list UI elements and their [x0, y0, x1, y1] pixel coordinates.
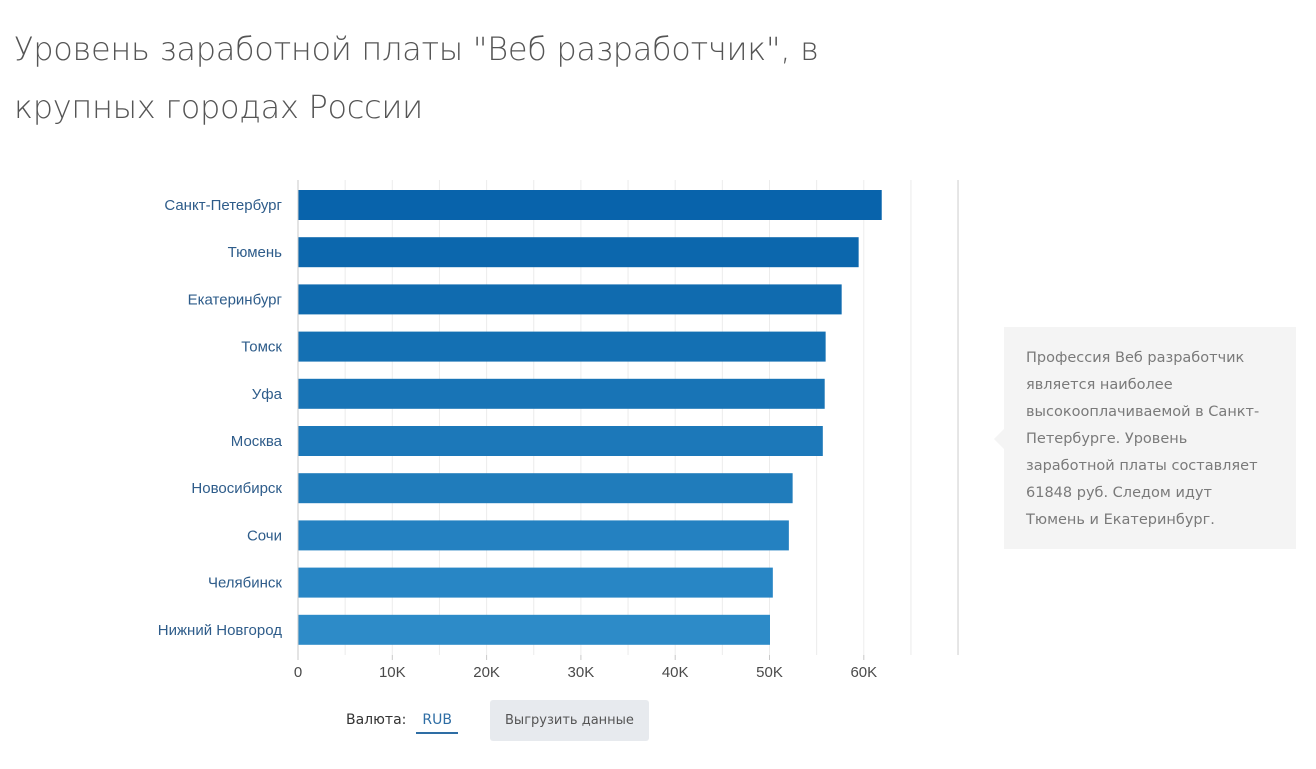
category-label: Нижний Новгород	[158, 622, 282, 639]
bar	[298, 473, 793, 504]
category-label: Сочи	[247, 527, 282, 544]
x-tick-label: 50K	[756, 664, 783, 681]
x-tick-label: 20K	[473, 664, 500, 681]
export-data-button[interactable]: Выгрузить данные	[489, 699, 649, 741]
bar	[298, 614, 770, 645]
x-tick-label: 60K	[850, 664, 877, 681]
bar	[298, 237, 859, 268]
category-label: Москва	[231, 433, 283, 450]
category-label: Тюмень	[228, 244, 283, 261]
salary-bar-chart: Санкт-Петербург Тюмень Екатеринбург Томск Уф…	[0, 170, 990, 690]
chart-controls: Валюта: RUB Выгрузить данные	[346, 699, 649, 741]
info-pointer-arrow	[994, 429, 1004, 449]
x-tick-label: 40K	[662, 664, 689, 681]
category-label: Челябинск	[208, 575, 282, 592]
x-tick-label: 0	[294, 664, 302, 681]
chart-svg: Санкт-Петербург Тюмень Екатеринбург Томск Уф…	[158, 180, 959, 681]
category-label: Томск	[241, 339, 282, 356]
page-title: Уровень заработной платы "Веб разработчи…	[14, 30, 819, 126]
category-label: Санкт-Петербург	[164, 197, 282, 214]
category-label: Уфа	[252, 386, 283, 403]
x-tick-label: 30K	[568, 664, 595, 681]
bar	[298, 331, 826, 362]
bar	[298, 426, 823, 456]
info-text: Профессия Веб разработчик является наибо…	[1026, 350, 1260, 528]
bar	[298, 284, 842, 315]
info-panel: Профессия Веб разработчик является наибо…	[994, 327, 1296, 549]
bar	[298, 567, 773, 598]
bar	[298, 190, 882, 220]
bar	[298, 378, 825, 409]
bar	[298, 520, 789, 551]
currency-label: Валюта:	[346, 712, 407, 728]
currency-select[interactable]: RUB	[416, 712, 458, 734]
category-label: Екатеринбург	[188, 291, 283, 308]
x-tick-label: 10K	[379, 664, 406, 681]
category-label: Новосибирск	[191, 480, 282, 497]
